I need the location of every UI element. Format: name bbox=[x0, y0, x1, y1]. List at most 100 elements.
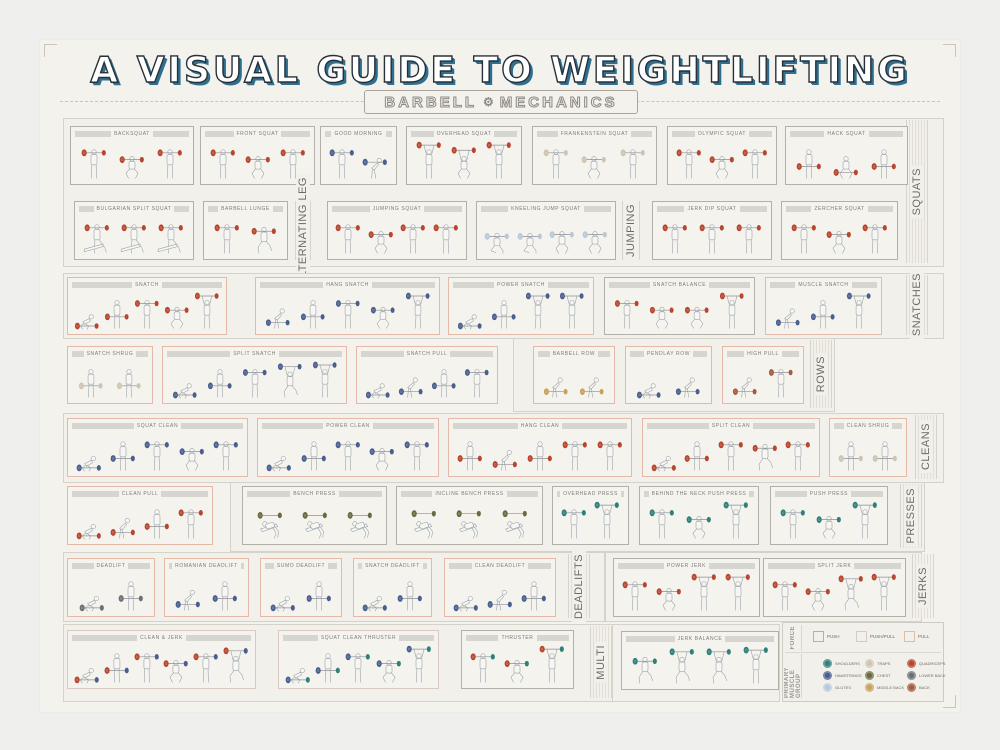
corner-ornament bbox=[943, 695, 956, 708]
exercise-figures bbox=[262, 432, 434, 473]
exercise-card-incline-bench-press[interactable]: INCLINE BENCH PRESS bbox=[396, 486, 543, 545]
lifter-figure-icon bbox=[76, 360, 106, 400]
exercise-card-power-clean[interactable]: POWER CLEAN bbox=[257, 418, 439, 477]
lifter-figure-icon bbox=[142, 432, 172, 473]
lifter-figure-icon bbox=[156, 215, 186, 256]
exercise-card-squat-clean-thruster[interactable]: SQUAT CLEAN THRUSTER bbox=[278, 630, 439, 689]
exercise-card-jerk-dip-squat[interactable]: JERK DIP SQUAT bbox=[652, 201, 772, 260]
exercise-figures bbox=[630, 360, 707, 400]
plate-swatch-icon bbox=[823, 683, 832, 692]
exercise-name: BACKSQUAT bbox=[111, 131, 153, 137]
lifter-figure-icon bbox=[333, 291, 363, 331]
exercise-card-hang-snatch[interactable]: HANG SNATCH bbox=[255, 277, 440, 335]
lifter-figure-icon bbox=[102, 291, 132, 331]
exercise-card-header: SNATCH SHRUG bbox=[72, 351, 148, 357]
exercise-card-jumping-squat[interactable]: JUMPING SQUAT bbox=[327, 201, 467, 260]
lifter-figure-icon bbox=[363, 360, 393, 400]
lifter-figure-icon bbox=[721, 500, 751, 541]
exercise-card-squat-clean[interactable]: SQUAT CLEAN bbox=[67, 418, 248, 477]
exercise-card-backsquat[interactable]: BACKSQUAT bbox=[70, 126, 194, 185]
exercise-figures bbox=[672, 140, 772, 181]
lifter-figure-icon bbox=[264, 432, 294, 473]
lifter-figure-icon bbox=[414, 140, 444, 181]
exercise-card-thruster[interactable]: THRUSTER bbox=[461, 630, 574, 689]
lifter-figure-icon bbox=[634, 360, 664, 400]
exercise-card-snatch-shrug[interactable]: SNATCH SHRUG bbox=[67, 346, 153, 404]
lifter-figure-icon bbox=[455, 291, 485, 331]
plate-swatch-icon bbox=[865, 683, 874, 692]
exercise-card-high-pull[interactable]: HIGH PULL bbox=[722, 346, 804, 404]
exercise-card-kneeling-jump-squat[interactable]: KNEELING JUMP SQUAT bbox=[476, 201, 616, 260]
exercise-card-behind-the-neck-push-press[interactable]: BEHIND THE NECK PUSH PRESS bbox=[639, 486, 759, 545]
exercise-figures bbox=[790, 140, 903, 181]
exercise-card-sumo-deadlift[interactable]: SUMO DEADLIFT bbox=[260, 558, 342, 617]
exercise-card-split-jerk[interactable]: SPLIT JERK bbox=[763, 558, 906, 617]
exercise-card-barbell-lunge[interactable]: BARBELL LUNGE bbox=[203, 201, 288, 260]
exercise-card-good-morning[interactable]: GOOD MORNING bbox=[320, 126, 397, 185]
exercise-card-bench-press[interactable]: BENCH PRESS bbox=[242, 486, 387, 545]
exercise-card-header: BARBELL LUNGE bbox=[208, 206, 283, 212]
exercise-card-hack-squat[interactable]: HACK SQUAT bbox=[785, 126, 908, 185]
lifter-figure-icon bbox=[72, 644, 102, 685]
lifter-figure-icon bbox=[345, 500, 375, 541]
exercise-name: BARBELL ROW bbox=[549, 351, 599, 357]
lifter-figure-icon bbox=[770, 572, 800, 613]
exercise-card-hang-clean[interactable]: HANG CLEAN bbox=[448, 418, 632, 477]
lifter-figure-icon bbox=[374, 644, 404, 685]
exercise-card-olympic-squat[interactable]: OLYMPIC SQUAT bbox=[667, 126, 777, 185]
exercise-figures bbox=[401, 500, 538, 541]
exercise-figures bbox=[72, 572, 150, 613]
lifter-figure-icon bbox=[814, 500, 844, 541]
exercise-name: JUMPING SQUAT bbox=[369, 206, 425, 212]
exercise-card-front-squat[interactable]: FRONT SQUAT bbox=[200, 126, 315, 185]
exercise-card-snatch-balance[interactable]: SNATCH BALANCE bbox=[604, 277, 755, 335]
group-label-alternating-leg: ALTERNATING LEG bbox=[295, 173, 311, 288]
lifter-figure-icon bbox=[647, 291, 677, 331]
exercise-figures bbox=[208, 215, 283, 256]
lifter-figure-icon bbox=[396, 360, 426, 400]
exercise-card-snatch[interactable]: SNATCH bbox=[67, 277, 227, 335]
lifter-figure-icon bbox=[205, 360, 235, 400]
exercise-card-clean-pull[interactable]: CLEAN PULL bbox=[67, 486, 213, 545]
exercise-card-muscle-snatch[interactable]: MUSCLE SNATCH bbox=[765, 277, 882, 335]
legend-muscle-back: BACK bbox=[907, 683, 930, 692]
exercise-card-push-press[interactable]: PUSH PRESS bbox=[770, 486, 888, 545]
exercise-card-header: CLEAN PULL bbox=[72, 491, 208, 497]
exercise-card-header: CLEAN & JERK bbox=[72, 635, 251, 641]
legend-muscle-quadriceps: QUADRICEPS bbox=[907, 659, 945, 668]
exercise-card-power-snatch[interactable]: POWER SNATCH bbox=[448, 277, 594, 335]
exercise-card-clean-deadlift[interactable]: CLEAN DEADLIFT bbox=[444, 558, 556, 617]
lifter-figure-icon bbox=[74, 432, 104, 473]
exercise-card-barbell-row[interactable]: BARBELL ROW bbox=[533, 346, 615, 404]
exercise-card-deadlift[interactable]: DEADLIFT bbox=[67, 558, 155, 617]
exercise-card-header: CLEAN DEADLIFT bbox=[449, 563, 551, 569]
exercise-card-snatch-deadlift[interactable]: SNATCH DEADLIFT bbox=[353, 558, 432, 617]
lifter-figure-icon bbox=[263, 291, 293, 331]
lifter-figure-icon bbox=[682, 291, 712, 331]
lifter-figure-icon bbox=[283, 644, 313, 685]
lifter-figure-icon bbox=[208, 140, 238, 181]
poster-subtitle: BARBELL ⚙ MECHANICS bbox=[364, 90, 638, 114]
exercise-name: DEADLIFT bbox=[93, 563, 129, 569]
exercise-card-snatch-pull[interactable]: SNATCH PULL bbox=[356, 346, 498, 404]
exercise-card-frankenstein-squat[interactable]: FRANKENSTEIN SQUAT bbox=[532, 126, 657, 185]
exercise-card-overhead-squat[interactable]: OVERHEAD SQUAT bbox=[406, 126, 522, 185]
exercise-card-clean-shrug[interactable]: CLEAN SHRUG bbox=[829, 418, 907, 477]
exercise-figures bbox=[205, 140, 310, 181]
exercise-name: BARBELL LUNGE bbox=[218, 206, 273, 212]
exercise-card-bulgarian-split-squat[interactable]: BULGARIAN SPLIT SQUAT bbox=[74, 201, 194, 260]
lifter-figure-icon bbox=[716, 432, 746, 473]
exercise-name: OVERHEAD PRESS bbox=[560, 491, 621, 497]
exercise-name: PENDLAY ROW bbox=[643, 351, 694, 357]
exercise-card-romanian-deadlift[interactable]: ROMANIAN DEADLIFT bbox=[164, 558, 249, 617]
exercise-card-split-clean[interactable]: SPLIT CLEAN bbox=[642, 418, 820, 477]
exercise-card-split-snatch[interactable]: SPLIT SNATCH bbox=[162, 346, 347, 404]
lifter-figure-icon bbox=[684, 500, 714, 541]
exercise-card-power-jerk[interactable]: POWER JERK bbox=[613, 558, 760, 617]
exercise-figures bbox=[657, 215, 767, 256]
exercise-card-jerk-balance[interactable]: JERK BALANCE bbox=[621, 631, 779, 690]
exercise-card-overhead-press[interactable]: OVERHEAD PRESS bbox=[552, 486, 629, 545]
exercise-card-clean-jerk[interactable]: CLEAN & JERK bbox=[67, 630, 256, 689]
exercise-card-pendlay-row[interactable]: PENDLAY ROW bbox=[625, 346, 712, 404]
exercise-card-zercher-squat[interactable]: ZERCHER SQUAT bbox=[781, 201, 898, 260]
